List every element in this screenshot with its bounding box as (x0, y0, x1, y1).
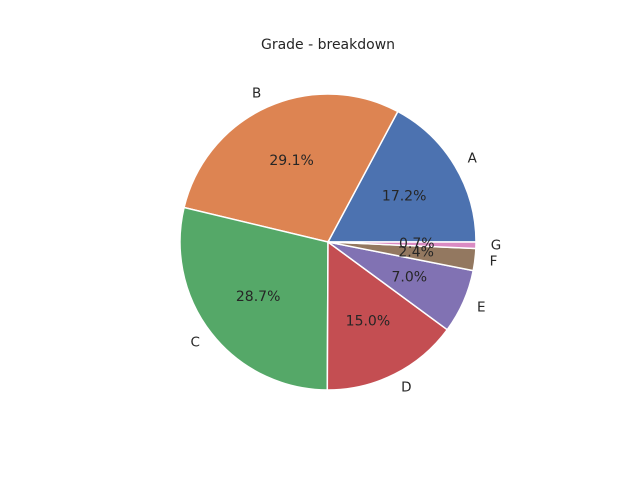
percent-label: 2.4% (398, 245, 434, 261)
percent-label: 29.1% (269, 153, 313, 169)
pie-slices (179, 93, 477, 391)
category-label: B (252, 85, 261, 101)
pie-slice-g (327, 241, 477, 250)
category-label: D (401, 379, 411, 395)
percent-label: 17.2% (382, 188, 426, 204)
percent-label: 0.7% (399, 236, 435, 252)
percent-label: 28.7% (236, 289, 280, 305)
pie-slice-b (183, 93, 399, 243)
percent-label: 15.0% (346, 313, 390, 329)
category-label: A (468, 150, 478, 166)
category-label: G (491, 238, 501, 254)
pie-slice-c (179, 206, 329, 391)
percent-label: 7.0% (391, 270, 427, 286)
pie-labels: A 17.2% B 29.1% C 28.7% D 15.0% E 7.0% F 2.4% G 0.7% (190, 85, 501, 395)
category-label: C (190, 335, 199, 351)
category-label: F (490, 253, 498, 269)
pie-slice-d (326, 240, 449, 391)
chart-title: Grade - breakdown (261, 37, 395, 53)
category-label: E (477, 300, 486, 316)
pie-slice-a (326, 110, 477, 243)
